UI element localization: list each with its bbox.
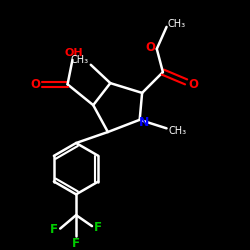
Text: OH: OH	[64, 48, 83, 58]
Text: F: F	[50, 223, 58, 236]
Text: F: F	[72, 237, 80, 250]
Text: CH₃: CH₃	[168, 126, 186, 136]
Text: N: N	[139, 116, 149, 129]
Text: O: O	[188, 78, 198, 91]
Text: CH₃: CH₃	[71, 55, 89, 65]
Text: O: O	[30, 78, 40, 91]
Text: CH₃: CH₃	[167, 20, 186, 30]
Text: O: O	[145, 41, 155, 54]
Text: F: F	[94, 221, 102, 234]
